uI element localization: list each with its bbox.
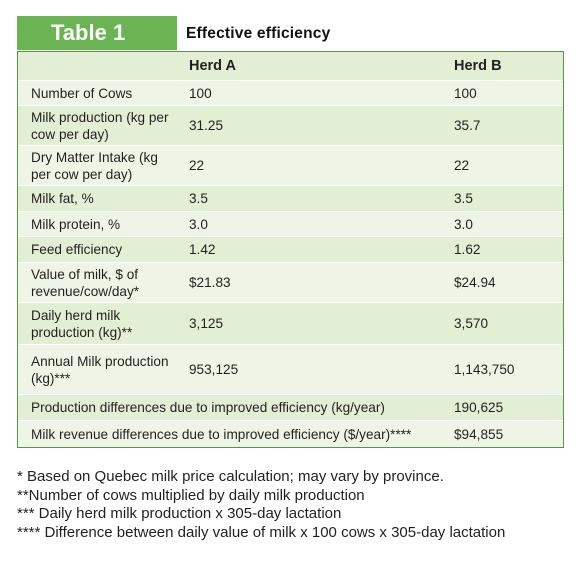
herd-b-value: 22 [454, 158, 470, 173]
herd-b-value: 35.7 [454, 118, 481, 133]
herd-b-value: 190,625 [454, 400, 504, 415]
herd-a-value: 31.25 [189, 118, 224, 133]
herd-b-value: 100 [454, 85, 477, 101]
row-label: Dry Matter Intake (kg per cow per day) [31, 149, 158, 182]
table-row: Number of Cows 100 100 [18, 81, 563, 106]
footnote: **** Difference between daily value of m… [17, 523, 506, 541]
herd-b-value: 1.62 [454, 242, 481, 257]
herd-a-value: 22 [189, 158, 205, 173]
table-number-tag: Table 1 [17, 16, 177, 50]
footnote: * Based on Quebec milk price calculation… [17, 468, 444, 485]
herd-b-value: $94,855 [454, 426, 504, 442]
table-row: Milk fat, % 3.5 3.5 [18, 186, 563, 212]
row-label: Milk revenue differences due to improved… [31, 426, 412, 442]
table-header: Table 1 Effective efficiency [17, 16, 564, 52]
herd-a-value: 3.0 [189, 216, 208, 232]
herd-a-value: 100 [189, 85, 212, 101]
table-row: Milk production (kg per cow per day) 31.… [18, 106, 563, 146]
row-label: Milk fat, % [31, 191, 94, 206]
column-header-herd-b: Herd B [454, 57, 502, 74]
table-row: Daily herd milk production (kg)** 3,125 … [18, 303, 563, 345]
row-label: Feed efficiency [31, 242, 123, 257]
table-row: Milk protein, % 3.0 3.0 [18, 212, 563, 237]
row-label: Milk protein, % [31, 216, 121, 232]
table-row: Dry Matter Intake (kg per cow per day) 2… [18, 146, 563, 186]
table-row: Value of milk, $ of revenue/cow/day* $21… [18, 263, 563, 303]
herd-b-value: 3.5 [454, 191, 473, 206]
footnote: **Number of cows multiplied by daily mil… [17, 486, 365, 504]
herd-b-value: 3,570 [454, 316, 489, 331]
herd-b-value: 3.0 [454, 216, 473, 232]
herd-a-value: 3.5 [189, 191, 208, 206]
herd-a-value: $21.83 [189, 275, 231, 290]
row-label: Number of Cows [31, 85, 133, 101]
efficiency-table: Herd A Herd B Number of Cows 100 100 Mil… [17, 51, 564, 448]
table-row: Production differences due to improved e… [18, 395, 563, 421]
row-label: Milk production (kg per cow per day) [31, 109, 169, 142]
herd-a-value: 3,125 [189, 316, 224, 331]
table-row: Feed efficiency 1.42 1.62 [18, 237, 563, 263]
herd-b-value: $24.94 [454, 275, 496, 290]
herd-a-value: 1.42 [189, 242, 216, 257]
footnote: *** Daily herd milk production x 305-day… [17, 505, 342, 522]
table-row: Annual Milk production (kg)*** 953,125 1… [18, 345, 563, 395]
row-label: Daily herd milk production (kg)** [31, 307, 133, 340]
row-label: Value of milk, $ of revenue/cow/day* [31, 266, 140, 299]
table-row: Milk revenue differences due to improved… [18, 421, 563, 447]
table-header-row: Herd A Herd B [18, 52, 563, 81]
row-label: Production differences due to improved e… [31, 400, 385, 415]
herd-b-value: 1,143,750 [454, 362, 515, 377]
table-title: Effective efficiency [186, 25, 331, 42]
footnotes: * Based on Quebec milk price calculation… [17, 468, 567, 542]
column-header-herd-a: Herd A [189, 57, 236, 74]
herd-a-value: 953,125 [189, 362, 239, 377]
row-label: Annual Milk production (kg)*** [31, 353, 169, 386]
